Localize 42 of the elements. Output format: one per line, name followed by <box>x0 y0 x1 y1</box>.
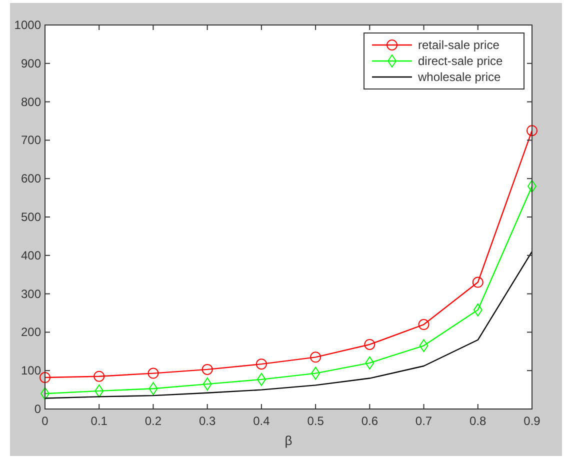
legend-label: retail-sale price <box>418 38 500 52</box>
point <box>419 339 428 352</box>
point <box>526 125 538 136</box>
x-tick-label: 0.4 <box>253 414 270 428</box>
x-tick-label: 0.5 <box>307 414 324 428</box>
point <box>202 378 212 391</box>
y-tick-label: 0 <box>34 402 42 416</box>
point <box>310 352 322 363</box>
point <box>473 303 482 316</box>
point <box>364 338 376 350</box>
y-tick-label: 700 <box>20 133 42 148</box>
x-tick-label: 0.1 <box>90 414 108 428</box>
point <box>202 364 213 375</box>
y-tick-label: 400 <box>20 248 42 262</box>
y-tick-label: 900 <box>20 56 42 70</box>
point <box>148 382 158 396</box>
x-tick-label: 0.8 <box>470 414 487 428</box>
y-tick-label: 300 <box>20 286 42 301</box>
legend-label: wholesale price <box>417 70 502 84</box>
point <box>365 356 374 370</box>
point <box>94 384 104 398</box>
point <box>256 372 266 386</box>
x-tick-label: 0.3 <box>198 414 216 428</box>
y-tick-label: 1000 <box>14 18 42 32</box>
x-tick-label: 0.7 <box>415 414 432 428</box>
y-tick-label: 800 <box>20 94 42 109</box>
x-tick-label: 0.6 <box>361 414 378 428</box>
point <box>40 372 50 384</box>
point <box>472 276 484 288</box>
x-axis-title: β <box>284 433 292 448</box>
point <box>148 368 159 379</box>
x-tick-label: 0.9 <box>524 414 541 428</box>
point <box>256 358 267 370</box>
point <box>311 366 320 380</box>
y-tick-label: 100 <box>20 364 42 378</box>
y-tick-label: 500 <box>20 210 42 224</box>
y-tick-label: 600 <box>20 172 42 186</box>
point <box>94 370 105 382</box>
legend-label: direct-sale price <box>418 54 504 68</box>
point <box>418 319 430 330</box>
y-tick-label: 200 <box>20 325 42 340</box>
x-tick-label: 0.2 <box>144 414 162 428</box>
